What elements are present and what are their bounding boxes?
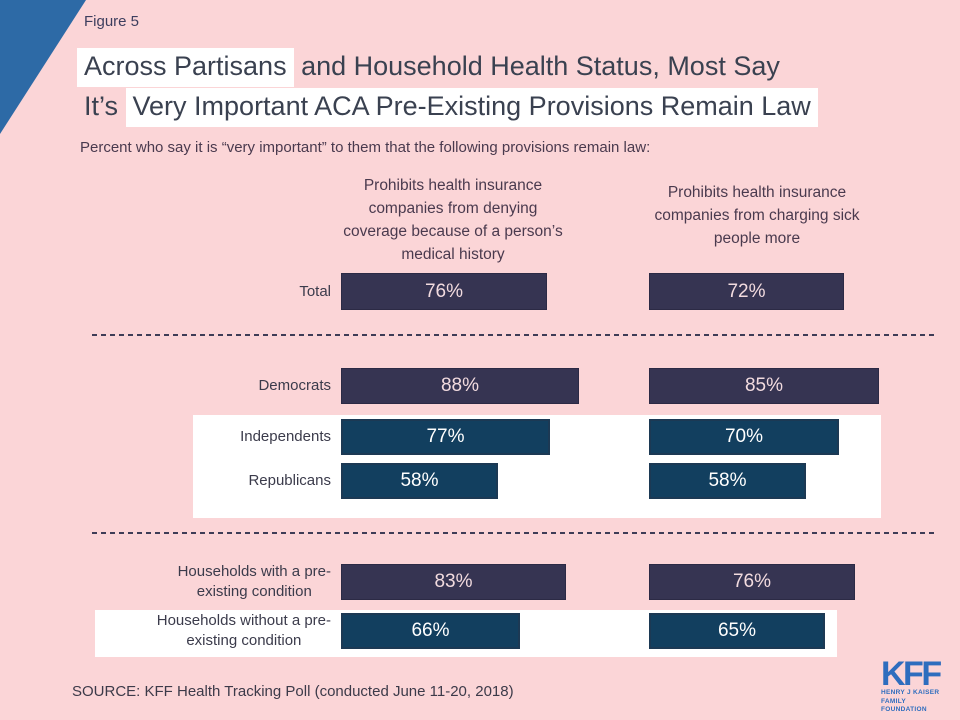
column-header-charging-more: Prohibits health insurance companies fro… [654, 184, 860, 247]
title-pre-2: It’s [84, 91, 126, 121]
bar-total-series1: 76% [341, 273, 547, 310]
dashed-divider-1 [92, 334, 936, 336]
bar-households-with-a-pre-existing-condition-series1: 83% [341, 564, 566, 600]
bar-value-label: 72% [727, 280, 766, 302]
chart-title-line1: Across Partisans and Household Health St… [77, 48, 780, 87]
bar-value-label: 58% [400, 470, 439, 491]
chart-subtitle: Percent who say it is “very important” t… [80, 139, 651, 156]
row-label-total: Total [299, 282, 331, 300]
kff-logo-text: KFF [881, 655, 942, 693]
bar-value-label: 76% [424, 280, 464, 302]
bar-value-label: 76% [732, 571, 772, 592]
bar-households-without-a-pre-existing-condition-series2: 65% [649, 613, 825, 649]
row-label-households-with-a-pre-existing-condition: Households with a pre- existing conditio… [177, 563, 331, 600]
source-note: SOURCE: KFF Health Tracking Poll (conduc… [72, 683, 514, 700]
row-label-households-without-a-pre-existing-condition: Households without a pre- existing condi… [156, 612, 331, 649]
bar-value-label: 77% [426, 426, 465, 447]
row-label-independents: Independents [240, 428, 331, 445]
title-rest-1: and Household Health Status, Most Say [293, 51, 780, 81]
title-highlight-1: Across Partisans [77, 48, 294, 87]
bar-total-series2: 72% [649, 273, 844, 310]
dashed-divider-2 [92, 532, 936, 534]
bar-households-with-a-pre-existing-condition-series2: 76% [649, 564, 855, 600]
bar-value-label: 83% [434, 571, 473, 592]
bar-value-label: 85% [744, 375, 784, 396]
figure-label: Figure 5 [84, 13, 140, 30]
bar-value-label: 66% [411, 620, 450, 641]
bar-independents-series2: 70% [649, 419, 839, 455]
bar-value-label: 70% [724, 426, 764, 447]
kff-logo-subtext-line1: HENRY J KAISER [881, 689, 940, 696]
row-label-democrats: Democrats [258, 377, 331, 394]
chart-title-line2: It’s Very Important ACA Pre-Existing Pro… [84, 88, 818, 127]
title-highlight-2: Very Important ACA Pre-Existing Provisio… [125, 88, 818, 127]
bar-households-without-a-pre-existing-condition-series1: 66% [341, 613, 520, 649]
bar-republicans-series2: 58% [649, 463, 806, 499]
kff-logo-subtext-line2: FAMILY FOUNDATION [881, 697, 927, 714]
bar-value-label: 65% [717, 620, 757, 641]
kff-logo: KFF HENRY J KAISER FAMILY FOUNDATION [881, 655, 945, 715]
bar-democrats-series2: 85% [649, 368, 879, 404]
bar-republicans-series1: 58% [341, 463, 498, 499]
row-label-republicans: Republicans [248, 472, 331, 489]
bar-democrats-series1: 88% [341, 368, 579, 404]
column-header-denying-coverage: Prohibits health insurance companies fro… [343, 177, 563, 263]
bar-value-label: 58% [708, 470, 747, 491]
bar-value-label: 88% [440, 375, 480, 396]
bar-independents-series1: 77% [341, 419, 550, 455]
